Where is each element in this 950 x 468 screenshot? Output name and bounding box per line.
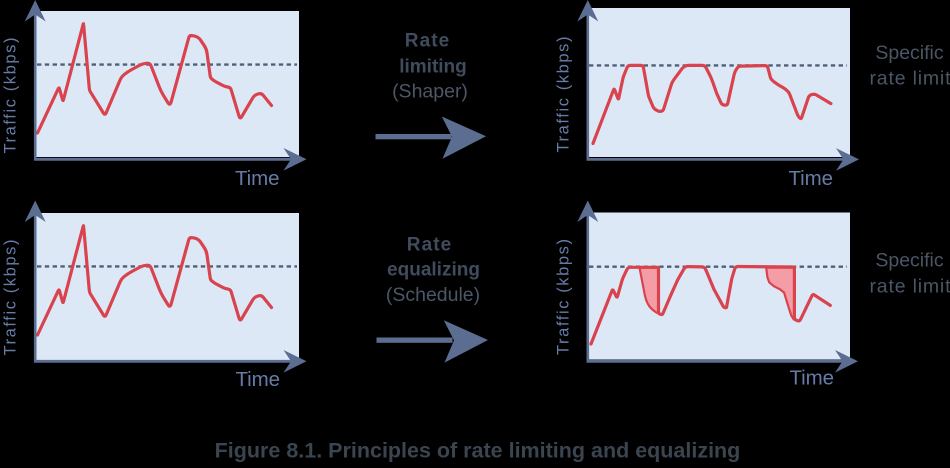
- svg-text:Traffic (kbps): Traffic (kbps): [555, 239, 573, 355]
- svg-text:Time: Time: [235, 167, 280, 190]
- svg-text:Figure 8.1. Principles of rate: Figure 8.1. Principles of rate limiting …: [215, 439, 741, 463]
- svg-text:Rate: Rate: [405, 31, 450, 52]
- svg-text:Time: Time: [789, 167, 834, 190]
- svg-text:Time: Time: [236, 368, 281, 391]
- svg-text:Time: Time: [790, 367, 835, 390]
- svg-text:limiting: limiting: [399, 57, 467, 78]
- svg-text:(Shaper): (Shaper): [392, 81, 468, 103]
- svg-text:Traffic (kbps): Traffic (kbps): [555, 37, 573, 153]
- svg-text:rate limit: rate limit: [870, 68, 950, 90]
- svg-text:Traffic (kbps): Traffic (kbps): [2, 240, 20, 356]
- svg-text:(Schedule): (Schedule): [386, 284, 480, 306]
- svg-text:Specific: Specific: [875, 249, 944, 271]
- svg-text:equalizing: equalizing: [387, 260, 480, 281]
- svg-text:Specific: Specific: [875, 42, 944, 64]
- svg-text:rate limit: rate limit: [870, 276, 950, 298]
- svg-text:Rate: Rate: [407, 235, 452, 256]
- svg-text:Traffic (kbps): Traffic (kbps): [2, 38, 20, 154]
